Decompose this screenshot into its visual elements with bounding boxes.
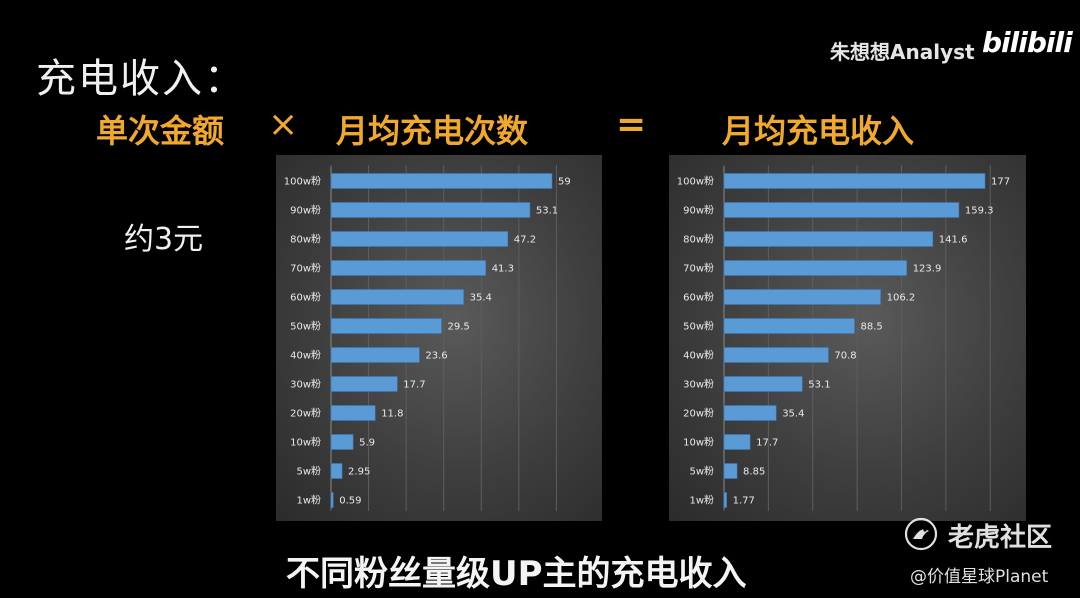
bar-0-2 <box>330 231 509 247</box>
data-label: 123.9 <box>913 264 942 275</box>
y-tick-label: 20w粉 <box>290 407 321 420</box>
y-tick-label: 100w粉 <box>284 175 321 188</box>
author-watermark: 朱想想Analyst <box>830 40 975 64</box>
data-label: 23.6 <box>425 351 447 362</box>
page-title: 充电收入： <box>36 56 246 102</box>
y-tick-label: 90w粉 <box>290 204 321 217</box>
y-tick-label: 10w粉 <box>290 436 321 449</box>
source-name: 老虎社区 <box>948 523 1053 553</box>
data-label: 70.8 <box>834 351 856 362</box>
y-tick-label: 30w粉 <box>683 378 714 391</box>
data-label: 88.5 <box>861 322 883 333</box>
bar-1-11 <box>723 492 727 508</box>
y-tick-label: 30w粉 <box>290 378 321 391</box>
y-tick-label: 50w粉 <box>290 320 321 333</box>
bar-1-0 <box>723 173 986 189</box>
y-tick-label: 5w粉 <box>296 465 321 478</box>
bar-0-3 <box>330 260 486 276</box>
y-tick-label: 5w粉 <box>689 465 714 478</box>
caption-subtitle: 不同粉丝量级UP主的充电收入 <box>286 554 747 594</box>
bar-chart-right: 100w粉 177 90w粉 159.3 80w粉 141.6 70w粉 123.9 60w粉 1… <box>677 165 1010 511</box>
data-label: 5.9 <box>359 438 375 449</box>
y-tick-label: 80w粉 <box>290 233 321 246</box>
data-label: 59 <box>558 177 571 188</box>
formula-unit-amount: 单次金额 <box>96 112 225 150</box>
data-label: 29.5 <box>448 322 470 333</box>
data-label: 47.2 <box>514 235 536 246</box>
bar-1-10 <box>723 463 738 479</box>
bar-0-0 <box>330 173 553 189</box>
bar-1-8 <box>723 405 777 421</box>
bar-1-1 <box>723 202 960 218</box>
bar-1-6 <box>723 347 829 363</box>
data-label: 177 <box>991 177 1010 188</box>
y-tick-label: 90w粉 <box>683 204 714 217</box>
y-tick-label: 40w粉 <box>683 349 714 362</box>
y-tick-label: 50w粉 <box>683 320 714 333</box>
formula-monthly-count: 月均充电次数 <box>336 112 529 150</box>
y-tick-label: 80w粉 <box>683 233 714 246</box>
y-tick-label: 20w粉 <box>683 407 714 420</box>
formula-monthly-income: 月均充电收入 <box>722 112 915 150</box>
data-label: 17.7 <box>403 380 425 391</box>
y-tick-label: 1w粉 <box>296 494 321 507</box>
data-label: 159.3 <box>965 206 994 217</box>
formula-multiply-sign: × <box>268 104 299 145</box>
y-tick-label: 10w粉 <box>683 436 714 449</box>
y-tick-label: 40w粉 <box>290 349 321 362</box>
chart-per-charge-count: 100w粉 59 90w粉 53.1 80w粉 47.2 70w粉 41.3 60w粉 35.4 5… <box>276 155 602 521</box>
data-label: 17.7 <box>756 438 778 449</box>
unit-price-note: 约3元 <box>124 222 204 257</box>
bilibili-logo: bilibili <box>982 26 1073 59</box>
bar-1-3 <box>723 260 907 276</box>
bar-0-4 <box>330 289 464 305</box>
data-label: 141.6 <box>939 235 968 246</box>
data-label: 53.1 <box>536 206 558 217</box>
bar-0-9 <box>330 434 354 450</box>
data-label: 1.77 <box>733 496 755 507</box>
bar-0-6 <box>330 347 420 363</box>
data-label: 35.4 <box>470 293 492 304</box>
data-label: 41.3 <box>492 264 514 275</box>
bar-1-7 <box>723 376 803 392</box>
tiger-logo-icon <box>904 517 938 551</box>
data-label: 0.59 <box>339 496 361 507</box>
bar-0-7 <box>330 376 398 392</box>
data-label: 53.1 <box>808 380 830 391</box>
y-tick-label: 70w粉 <box>290 262 321 275</box>
data-label: 8.85 <box>743 467 765 478</box>
bar-0-5 <box>330 318 442 334</box>
data-label: 11.8 <box>381 409 403 420</box>
bar-0-11 <box>330 492 334 508</box>
source-handle: @价值星球Planet <box>910 567 1049 587</box>
y-tick-label: 60w粉 <box>290 291 321 304</box>
bar-1-4 <box>723 289 881 305</box>
bar-chart-left: 100w粉 59 90w粉 53.1 80w粉 47.2 70w粉 41.3 60w粉 35.4 5… <box>284 165 571 511</box>
data-label: 2.95 <box>348 467 370 478</box>
bar-0-8 <box>330 405 376 421</box>
y-tick-label: 70w粉 <box>683 262 714 275</box>
y-tick-label: 1w粉 <box>689 494 714 507</box>
formula-equals-sign: = <box>616 104 647 145</box>
data-label: 35.4 <box>782 409 804 420</box>
data-label: 106.2 <box>887 293 916 304</box>
y-tick-label: 60w粉 <box>683 291 714 304</box>
bar-0-10 <box>330 463 343 479</box>
bar-1-2 <box>723 231 934 247</box>
bar-1-9 <box>723 434 751 450</box>
bar-1-5 <box>723 318 855 334</box>
y-tick-label: 100w粉 <box>677 175 714 188</box>
chart-monthly-income: 100w粉 177 90w粉 159.3 80w粉 141.6 70w粉 123.9 60w粉 1… <box>669 155 1026 521</box>
bar-0-1 <box>330 202 531 218</box>
